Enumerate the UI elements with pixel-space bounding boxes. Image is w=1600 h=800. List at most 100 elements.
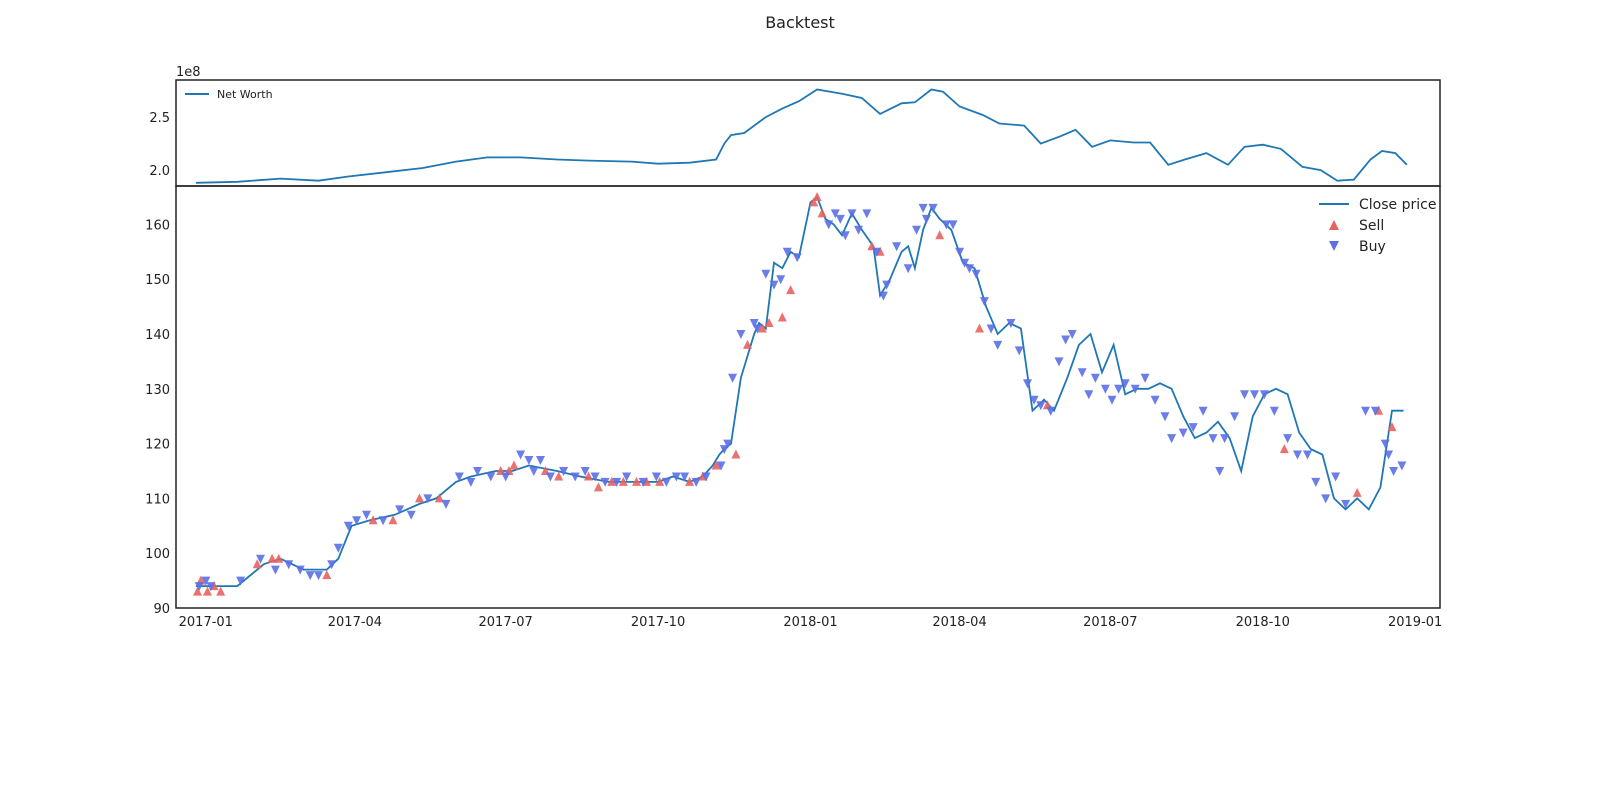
date-x-tick-label: 2017-07 [479,615,533,630]
price-plot-frame [175,185,1441,609]
date-x-tick-label: 2018-04 [932,615,986,630]
sell-marker [812,192,822,201]
sell-marker [554,471,564,481]
buy-marker [1380,439,1390,449]
buy-marker [878,291,888,301]
sell-marker [743,339,752,349]
buy-marker [835,214,845,224]
date-x-axis: 2017-01 2017-04 2017-07 2017-10 2018-01 2018-… [179,615,1443,630]
buy-marker [284,560,294,570]
buy-marker [1188,423,1198,433]
buy-marker [600,477,610,487]
buy-marker [892,242,902,252]
buy-marker [1311,477,1321,487]
sell-legend-label: Sell [1359,218,1384,234]
buy-marker [1140,373,1150,383]
buy-marker [305,571,315,581]
buy-marker [362,510,371,520]
sell-legend-marker [1329,220,1339,230]
sell-marker [593,482,603,492]
buy-marker [792,253,802,263]
sell-marker [632,476,641,486]
buy-marker [1397,461,1407,471]
buy-marker [955,247,965,257]
trade-markers [193,192,1407,596]
buy-marker [661,477,671,487]
buy-marker [236,576,246,586]
buy-marker [830,209,840,219]
buy-marker [333,543,343,553]
buy-marker [1208,434,1218,444]
buy-marker [1230,412,1240,422]
buy-marker [612,477,622,487]
buy-marker [753,324,762,334]
sell-marker [731,449,741,459]
sell-marker [193,586,202,596]
price-y-tick-label: 120 [145,438,170,453]
buy-marker [1167,434,1177,444]
buy-marker [941,220,951,230]
buy-marker [986,324,996,334]
buy-marker [671,472,681,482]
buy-marker [769,280,779,290]
net-worth-y-tick-label: 2.0 [149,164,170,179]
buy-marker [1198,406,1208,416]
buy-marker [1370,406,1380,416]
buy-marker [1029,395,1039,405]
buy-marker [1331,472,1341,482]
buy-marker [194,582,204,592]
buy-marker [1341,499,1351,509]
buy-marker [903,264,913,274]
buy-marker [965,264,974,274]
buy-marker [201,576,211,586]
buy-marker [352,516,362,526]
buy-marker [918,203,928,213]
buy-marker [960,258,970,268]
sell-marker [711,460,721,470]
buy-marker [872,247,882,257]
buy-marker [1077,368,1087,378]
buy-marker [256,554,265,564]
buy-marker [1240,390,1249,400]
sell-marker [203,586,212,596]
buy-marker [1283,434,1293,444]
buy-marker [343,521,353,531]
buy-marker [327,560,337,570]
buy-marker [1269,406,1279,416]
buy-marker [1321,494,1331,504]
buy-marker [701,472,711,482]
sell-marker [975,323,984,333]
price-y-tick-label: 160 [145,218,170,233]
buy-marker [651,472,661,482]
buy-marker [1107,395,1117,405]
buy-marker [580,467,590,476]
buy-marker [1054,357,1064,367]
buy-marker [719,445,729,455]
buy-marker [1006,319,1016,328]
sell-marker [509,460,519,470]
buy-marker [782,247,792,257]
price-y-tick-label: 150 [145,273,170,288]
buy-marker [378,516,388,526]
sell-marker [809,197,819,207]
buy-marker [680,472,690,482]
sell-marker [777,312,787,322]
sell-marker [607,476,617,486]
date-x-tick-label: 2018-01 [783,615,837,630]
buy-marker [1389,467,1399,476]
price-y-tick-label: 130 [145,383,170,398]
buy-marker [723,439,733,449]
buy-marker [529,467,539,476]
sell-marker [1352,487,1362,497]
buy-marker [1215,467,1225,476]
sell-marker [655,476,665,486]
buy-legend-marker [1329,241,1339,251]
sell-marker [274,553,284,563]
sell-marker [322,570,332,580]
buy-marker [441,499,451,509]
buy-marker [971,269,981,279]
buy-marker [1293,450,1302,460]
net-worth-panel: 1e8 2.0 2.5 Net Worth [149,65,1441,187]
